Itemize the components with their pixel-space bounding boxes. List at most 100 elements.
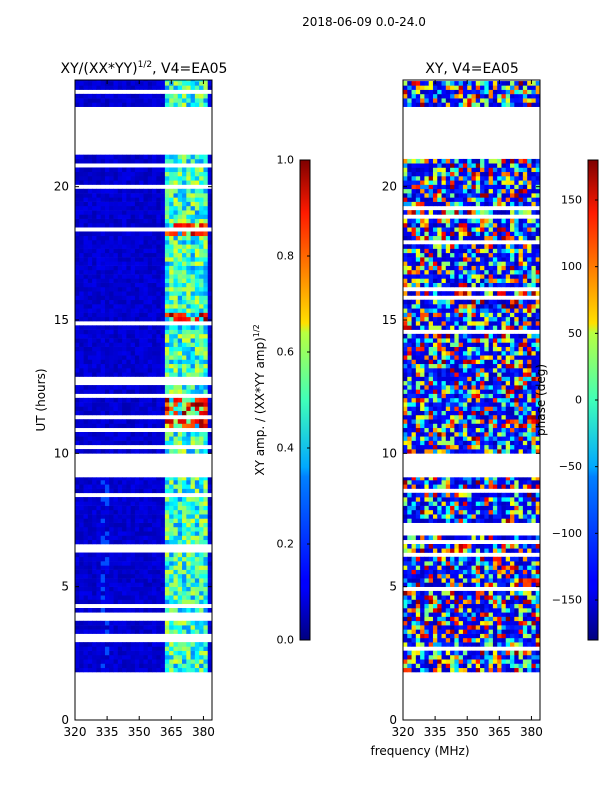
heatmap-cell (437, 423, 442, 429)
heatmap-cell (96, 235, 102, 241)
heatmap-cell (122, 582, 127, 587)
heatmap-cell (156, 573, 162, 579)
heatmap-cell (96, 402, 102, 407)
heatmap-cell (169, 197, 174, 202)
heatmap-cell (505, 444, 511, 450)
heatmap-cell (441, 663, 447, 669)
heatmap-cell (147, 565, 153, 570)
heatmap-cell (411, 477, 417, 481)
heatmap-cell (514, 616, 519, 622)
heatmap-cell (169, 629, 174, 634)
heatmap-cell (96, 654, 102, 660)
heatmap-cell (454, 616, 460, 622)
heatmap-cell (199, 240, 204, 245)
heatmap-cell (177, 282, 183, 288)
heatmap-cell (420, 423, 425, 429)
heatmap-cell (407, 663, 412, 669)
heatmap-cell (143, 325, 149, 330)
heatmap-cell (117, 261, 123, 266)
heatmap-cell (207, 312, 212, 318)
heatmap-cell (122, 620, 127, 626)
heatmap-cell (182, 497, 187, 502)
heatmap-cell (164, 85, 170, 90)
heatmap-cell (134, 629, 140, 634)
heatmap-cell (169, 573, 174, 579)
heatmap-cell (535, 582, 540, 587)
heatmap-cell (152, 359, 157, 365)
heatmap-cell (462, 509, 468, 515)
heatmap-cell (113, 154, 119, 160)
heatmap-cell (182, 154, 187, 160)
heatmap-cell (467, 599, 472, 605)
heatmap-cell (203, 419, 209, 424)
heatmap-cell (160, 650, 166, 656)
heatmap-cell (190, 389, 196, 394)
heatmap-cell (152, 509, 157, 515)
heatmap-cell (164, 531, 170, 536)
heatmap-cell (139, 265, 144, 271)
heatmap-cell (458, 423, 464, 429)
heatmap-cell (420, 509, 425, 515)
heatmap-cell (190, 385, 196, 390)
heatmap-cell (152, 582, 157, 587)
heatmap-cell (203, 291, 209, 296)
heatmap-cell (415, 397, 421, 403)
heatmap-cell (169, 569, 174, 575)
heatmap-cell (143, 509, 149, 515)
heatmap-cell (471, 432, 477, 437)
heatmap-cell (403, 569, 408, 575)
heatmap-cell (518, 423, 524, 429)
heatmap-cell (458, 436, 464, 441)
heatmap-cell (164, 304, 170, 309)
heatmap-cell (104, 312, 110, 318)
heatmap-cell (458, 629, 464, 634)
heatmap-cell (424, 608, 430, 613)
heatmap-cell (100, 282, 106, 288)
heatmap-cell (83, 269, 89, 275)
heatmap-cell (117, 93, 123, 99)
heatmap-cell (104, 171, 110, 177)
heatmap-cell (207, 274, 212, 279)
heatmap-cell (411, 402, 417, 407)
heatmap-cell (126, 346, 132, 352)
heatmap-cell (92, 205, 97, 211)
heatmap-cell (199, 582, 204, 587)
heatmap-cell (194, 432, 200, 437)
heatmap-cell (467, 654, 472, 660)
heatmap-cell (109, 278, 114, 283)
heatmap-cell (169, 205, 174, 211)
heatmap-cell (117, 440, 123, 446)
heatmap-cell (462, 419, 468, 424)
heatmap-cell (104, 372, 110, 377)
heatmap-cell (100, 188, 106, 194)
heatmap-cell (475, 629, 481, 634)
heatmap-cell (160, 497, 166, 502)
heatmap-cell (130, 410, 136, 416)
heatmap-cell (147, 244, 153, 249)
heatmap-cell (134, 180, 140, 185)
heatmap-cell (79, 586, 84, 592)
heatmap-cell (518, 406, 524, 411)
heatmap-cell (117, 650, 123, 656)
heatmap-cell (126, 205, 132, 211)
heatmap-cell (100, 154, 106, 160)
heatmap-cell (467, 629, 472, 634)
heatmap-cell (156, 257, 162, 262)
heatmap-cell (96, 222, 102, 228)
heatmap-cell (83, 286, 89, 292)
heatmap-cell (484, 505, 490, 511)
heatmap-cell (139, 329, 144, 335)
heatmap-cell (104, 642, 110, 647)
heatmap-cell (87, 295, 93, 301)
heatmap-cell (190, 265, 196, 271)
heatmap-cell (134, 214, 140, 219)
heatmap-cell (203, 488, 209, 494)
heatmap-cell (75, 432, 80, 437)
heatmap-cell (492, 659, 498, 664)
heatmap-cell (164, 218, 170, 224)
heatmap-cell (407, 518, 412, 523)
heatmap-cell (411, 608, 417, 613)
heatmap-cell (87, 342, 93, 347)
heatmap-cell (475, 535, 481, 541)
heatmap-cell (199, 167, 204, 173)
